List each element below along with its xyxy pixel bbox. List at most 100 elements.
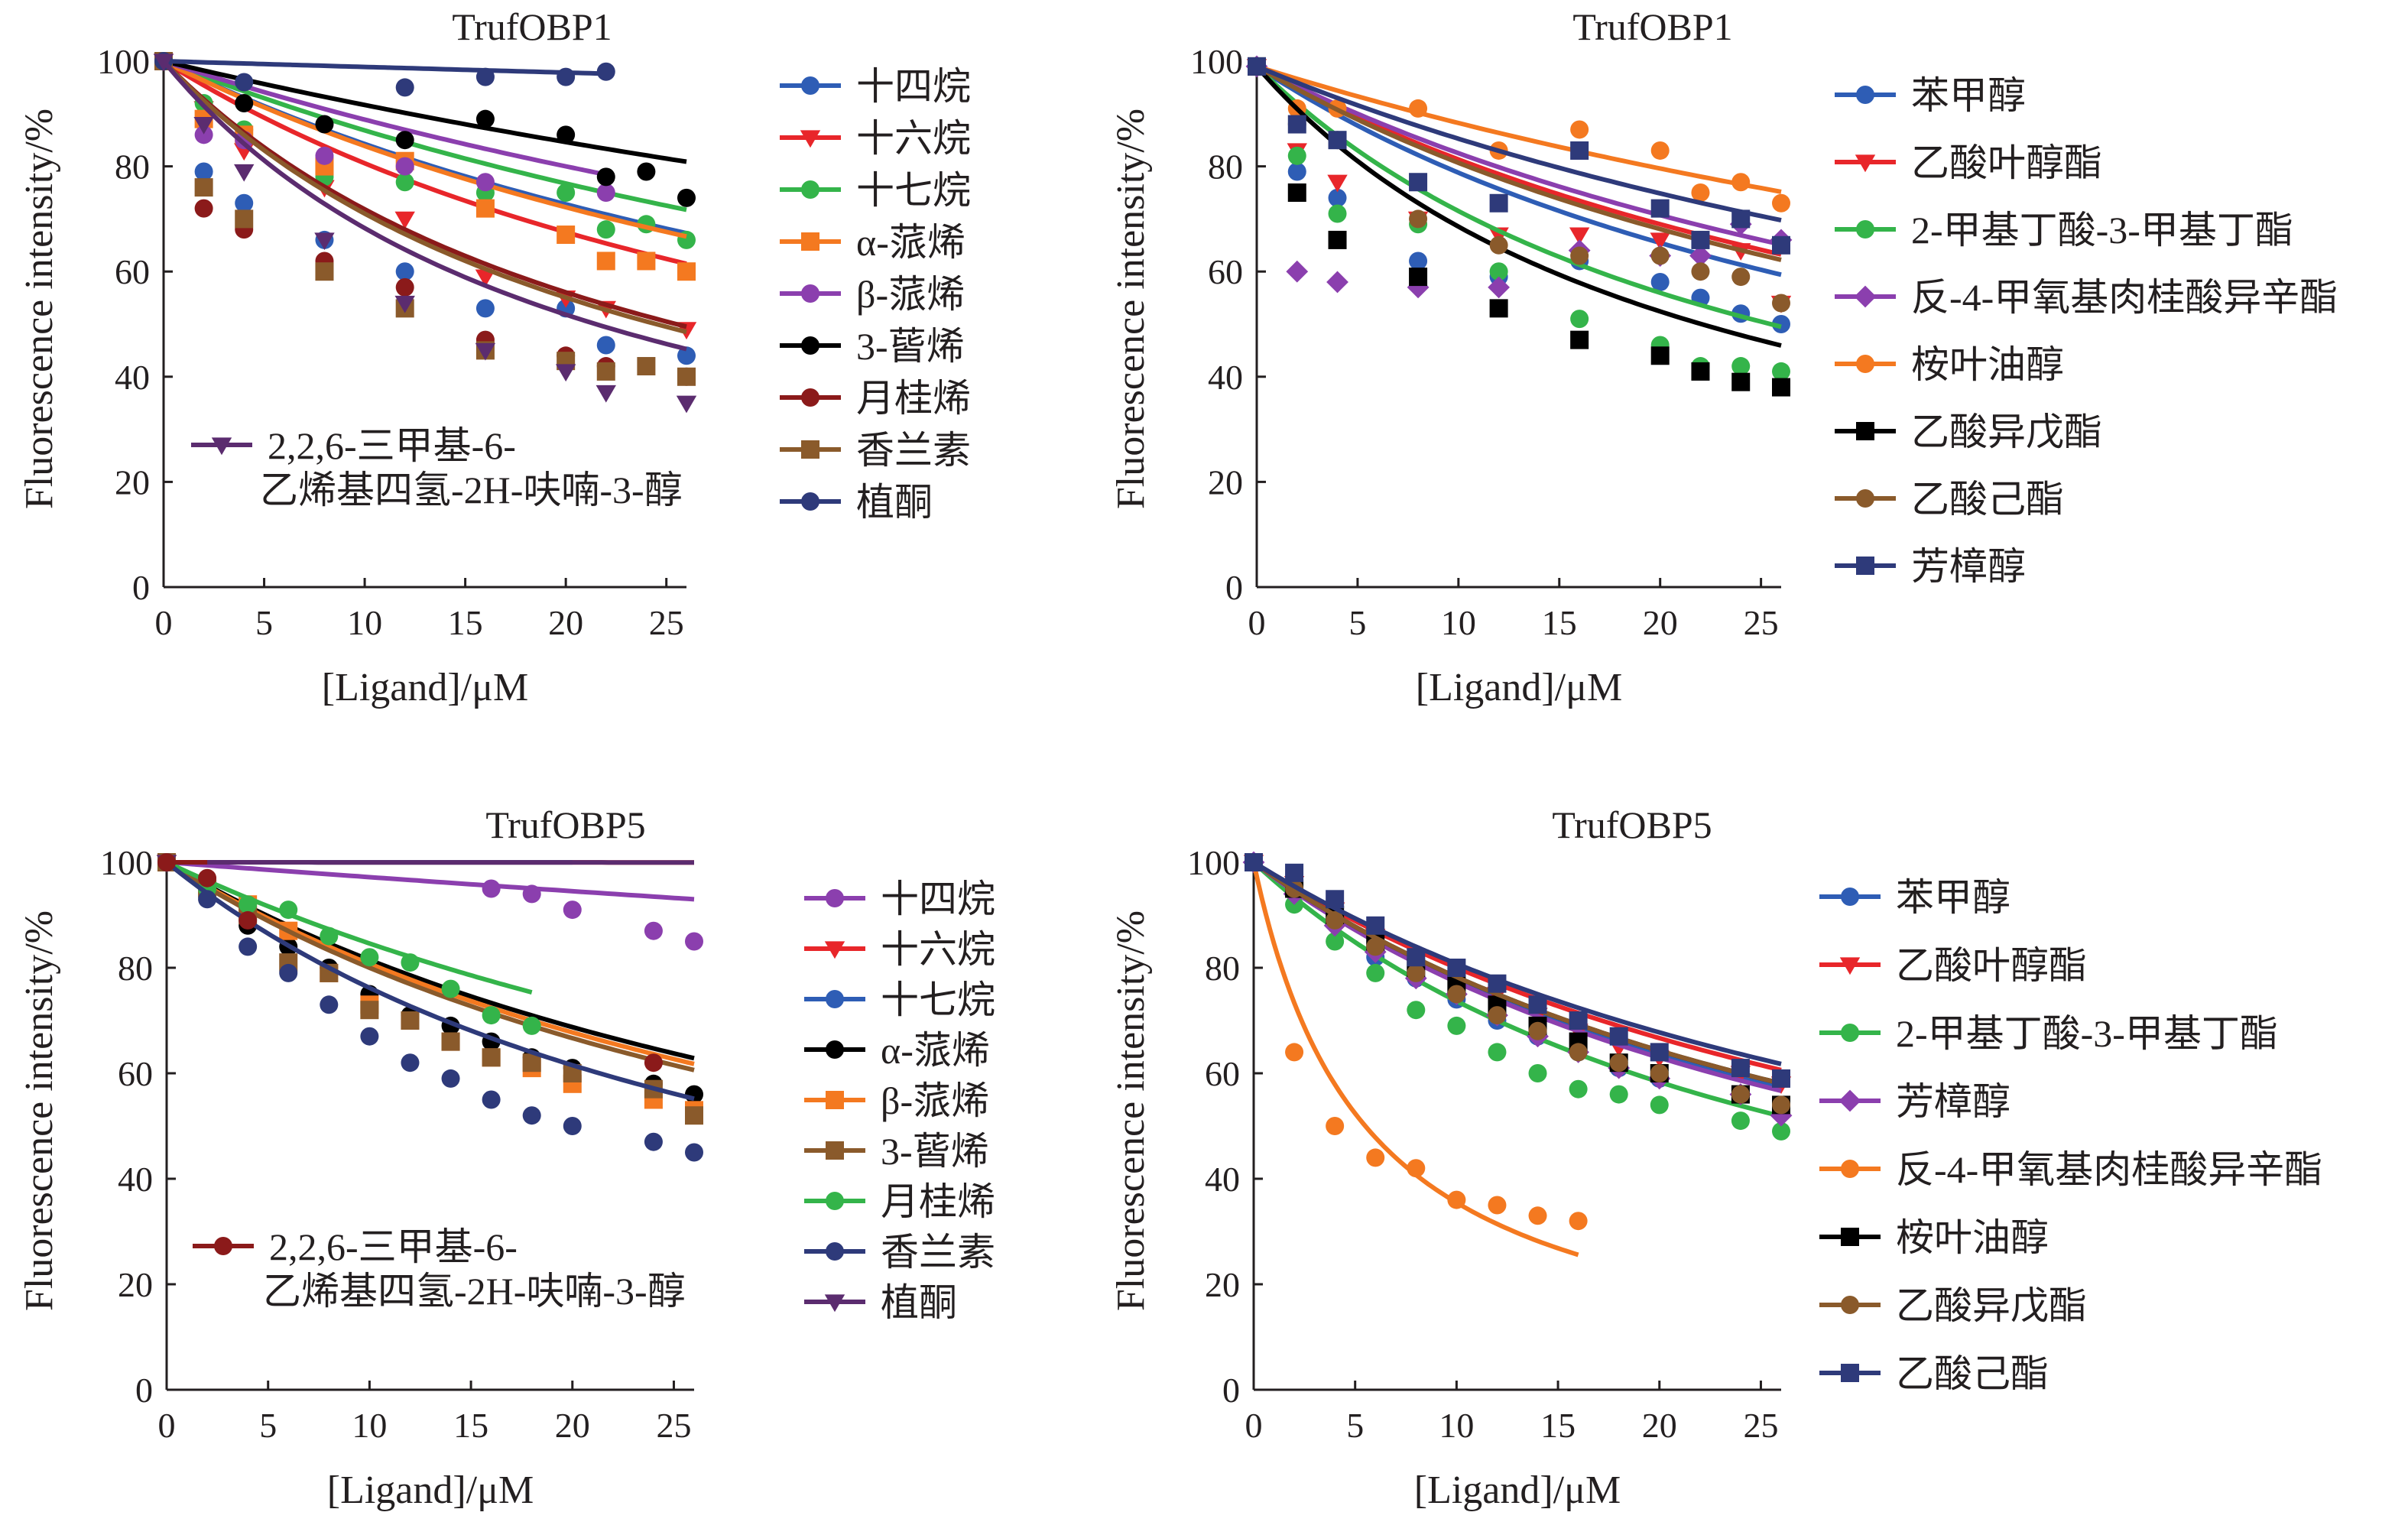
data-point: [198, 890, 217, 909]
series-8: [1248, 57, 1790, 255]
legend-swatch-marker: [824, 941, 845, 959]
data-point: [1772, 315, 1790, 333]
data-point: [475, 109, 495, 128]
fit-curve: [165, 860, 533, 995]
legend-item: 乙酸己酯: [1819, 1352, 2049, 1395]
data-point: [1772, 294, 1790, 313]
legend-item: 苯甲醇: [1819, 876, 2010, 919]
data-point: [475, 67, 495, 86]
legend-item: 桉叶油醇: [1835, 343, 2064, 386]
data-point: [1488, 276, 1511, 299]
data-point: [685, 932, 703, 951]
data-point: [1731, 209, 1751, 229]
series-8: [1245, 853, 1790, 1088]
legend-item: 3-蒈烯: [780, 325, 965, 368]
data-point: [1328, 131, 1347, 150]
x-tick-label: 25: [649, 603, 684, 642]
x-tick-label: 0: [158, 1406, 176, 1445]
y-tick-label: 80: [1205, 949, 1240, 988]
legend-label: 月桂烯: [856, 377, 971, 420]
legend-swatch-marker: [1856, 557, 1874, 575]
data-point: [279, 963, 298, 982]
fit-curve: [1251, 862, 1579, 1258]
x-tick-label: 5: [259, 1406, 277, 1445]
x-tick-label: 25: [1744, 603, 1779, 642]
series-10: [157, 853, 663, 1073]
data-point: [557, 67, 576, 86]
data-point: [1650, 272, 1670, 291]
data-point: [1409, 209, 1428, 229]
legend-swatch-marker: [801, 76, 819, 95]
y-tick-label: 20: [118, 1265, 153, 1304]
legend-swatch-marker: [1856, 220, 1874, 239]
data-point: [1570, 141, 1589, 160]
fit-curve: [166, 860, 695, 902]
chart-panel-2: TrufOBP1 0 20 40 60 80 100 0 5 10 15 20 25 [Ligand]/μ…: [1109, 5, 2338, 709]
legend-label: 乙酸己酯: [1911, 478, 2064, 521]
legend-label: 植酮: [856, 481, 933, 524]
legend-swatch-marker: [826, 1091, 844, 1109]
legend-item: 芳樟醇: [1835, 545, 2026, 588]
data-point: [1650, 346, 1670, 365]
legend-swatch-marker: [1855, 154, 1876, 173]
data-point: [1569, 227, 1590, 245]
data-point: [676, 395, 697, 414]
data-point: [1326, 890, 1345, 909]
y-tick-label: 20: [1205, 1265, 1240, 1304]
legend-label: 2-甲基丁酸-3-甲基丁酯: [1911, 209, 2293, 252]
chart-panel-4: TrufOBP5 0 20 40 60 80 100 0 5 10 15 20 25 [Ligand]/μ…: [1109, 803, 2322, 1512]
x-axis-label: [Ligand]/μM: [1416, 666, 1623, 709]
legend-item: 十七烷: [804, 978, 995, 1021]
series-6: [1248, 57, 1790, 397]
data-point: [1328, 230, 1347, 249]
legend-item: 月桂烯: [780, 377, 971, 420]
y-tick-label: 0: [132, 568, 150, 607]
series-1: [157, 853, 703, 951]
data-point: [1570, 120, 1589, 139]
y-axis-label: Fluorescence intensity/%: [1109, 109, 1153, 509]
data-point: [522, 1106, 541, 1125]
data-point: [596, 362, 615, 381]
data-point: [198, 868, 217, 888]
data-point: [596, 336, 615, 355]
data-point: [395, 131, 414, 150]
data-point: [685, 1106, 703, 1125]
data-point: [1691, 183, 1710, 202]
data-point: [1248, 57, 1266, 76]
legend-swatch-marker: [801, 232, 819, 251]
x-axis-label: [Ligand]/μM: [1414, 1468, 1621, 1512]
data-point: [1731, 1085, 1750, 1104]
x-tick-label: 20: [555, 1406, 590, 1445]
x-tick-label: 25: [656, 1406, 691, 1445]
data-point: [1650, 199, 1670, 218]
data-point: [401, 1053, 420, 1073]
fit-curve: [165, 860, 695, 1061]
data-point: [1570, 246, 1589, 265]
y-tick-label: 100: [97, 42, 150, 81]
data-point: [1609, 1027, 1628, 1046]
x-tick-label: 15: [448, 603, 483, 642]
legend-label: 桉叶油醇: [1911, 343, 2064, 386]
legend-label: 香兰素: [881, 1231, 995, 1274]
y-tick-label: 40: [115, 358, 150, 397]
legend-item: β-蒎烯: [780, 273, 965, 316]
data-point: [1447, 959, 1466, 977]
data-point: [1691, 230, 1710, 249]
data-point: [1772, 362, 1790, 381]
data-point: [235, 193, 254, 213]
legend-label: 植酮: [881, 1281, 957, 1324]
chart-panel-3: TrufOBP5 0 20 40 60 80 100 0 5 10 15 20 25 [Ligand]/μ…: [18, 803, 995, 1512]
chart-title: TrufOBP5: [1552, 803, 1712, 846]
data-point: [194, 178, 213, 197]
data-point: [637, 162, 656, 181]
data-point: [1366, 916, 1385, 935]
data-point: [1772, 1069, 1790, 1088]
x-tick-label: 0: [1245, 1406, 1263, 1445]
data-point: [1285, 1043, 1304, 1062]
legend-item: 2-甲基丁酸-3-甲基丁酯: [1835, 209, 2293, 252]
legend-swatch-marker: [1854, 285, 1877, 308]
y-tick-label: 100: [1187, 843, 1240, 882]
data-point: [320, 995, 339, 1014]
data-point: [677, 262, 696, 281]
